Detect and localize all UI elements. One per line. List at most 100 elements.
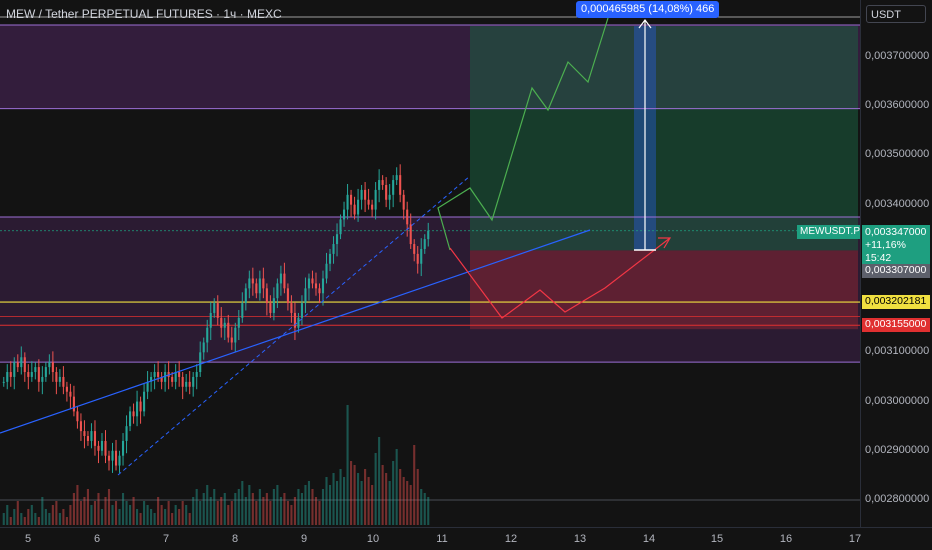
volume-bar bbox=[83, 497, 86, 525]
candle-body bbox=[220, 317, 223, 328]
candle-body bbox=[62, 376, 65, 387]
candle-body bbox=[325, 263, 328, 279]
candle-body bbox=[171, 376, 174, 382]
candle-body bbox=[118, 455, 121, 466]
volume-bar bbox=[311, 489, 314, 525]
volume-bar bbox=[51, 505, 54, 525]
volume-bar bbox=[76, 485, 79, 525]
volume-bar bbox=[413, 445, 416, 525]
time-tick-label: 11 bbox=[436, 533, 448, 545]
candle-body bbox=[402, 194, 405, 210]
symbol-title[interactable]: MEW / Tether PERPETUAL FUTURES · 1ч · ME… bbox=[6, 7, 282, 21]
ticker-label: MEWUSDT.P bbox=[797, 225, 863, 239]
candle-body bbox=[199, 352, 202, 373]
time-axis[interactable]: 5 6 7 8 9 10 11 12 13 14 15 16 17 bbox=[0, 527, 932, 550]
profit-zone bbox=[470, 26, 858, 251]
candle-body bbox=[357, 199, 360, 215]
candle-body bbox=[367, 199, 370, 205]
candle-body bbox=[178, 372, 181, 377]
volume-bar bbox=[111, 505, 114, 525]
volume-bar bbox=[20, 513, 23, 525]
candle-body bbox=[93, 431, 97, 446]
candle-body bbox=[213, 303, 216, 313]
candle-body bbox=[44, 367, 47, 377]
volume-bar bbox=[13, 509, 16, 525]
volume-bar bbox=[234, 493, 237, 525]
volume-bar bbox=[290, 505, 293, 525]
candle-body bbox=[413, 244, 416, 254]
yellow-price-badge: 0,003202181 bbox=[862, 295, 930, 309]
volume-bar bbox=[44, 509, 47, 525]
volume-bar bbox=[125, 501, 128, 525]
volume-bar bbox=[213, 489, 216, 525]
volume-bar bbox=[293, 497, 296, 525]
volume-bar bbox=[350, 461, 353, 525]
volume-bar bbox=[27, 509, 30, 525]
candle-body bbox=[13, 362, 16, 377]
candle-body bbox=[300, 303, 304, 318]
volume-bar bbox=[188, 513, 191, 525]
last-price-value: 0,003347000 bbox=[865, 226, 927, 238]
candle-body bbox=[423, 239, 426, 249]
volume-bar bbox=[328, 485, 332, 525]
currency-button[interactable]: USDT bbox=[866, 5, 926, 23]
volume-bar bbox=[23, 517, 26, 525]
volume-bar bbox=[300, 493, 304, 525]
candle-body bbox=[164, 372, 167, 382]
candle-body bbox=[427, 230, 430, 240]
gray-price-badge: 0,003307000 bbox=[862, 264, 930, 278]
candle-body bbox=[388, 194, 391, 200]
volume-bar bbox=[97, 493, 100, 525]
candle-body bbox=[318, 288, 321, 294]
candle-body bbox=[181, 376, 184, 387]
volume-bar bbox=[409, 485, 412, 525]
candle-body bbox=[209, 312, 212, 328]
volume-bar bbox=[16, 501, 19, 525]
volume-bar bbox=[216, 501, 219, 525]
time-tick-label: 5 bbox=[24, 533, 32, 545]
volume-bar bbox=[118, 509, 121, 525]
candle-body bbox=[192, 376, 195, 387]
candle-body bbox=[114, 450, 118, 466]
candle-body bbox=[353, 204, 356, 215]
candle-body bbox=[346, 194, 349, 210]
candle-body bbox=[350, 194, 353, 205]
candle-body bbox=[234, 327, 237, 343]
volume-bar bbox=[279, 497, 282, 525]
volume-bar bbox=[342, 477, 346, 525]
price-chart[interactable] bbox=[0, 0, 860, 527]
candle-body bbox=[385, 184, 388, 200]
volume-bar bbox=[143, 501, 146, 525]
candle-body bbox=[69, 391, 72, 397]
candle-body bbox=[157, 372, 160, 377]
candle-body bbox=[153, 372, 156, 377]
candle-body bbox=[48, 362, 51, 368]
time-tick-label: 15 bbox=[710, 533, 724, 545]
volume-bar bbox=[353, 465, 356, 525]
volume-bar bbox=[100, 509, 104, 525]
price-tick-label: 0,003100000 bbox=[865, 345, 930, 358]
candle-body bbox=[339, 219, 342, 235]
candle-body bbox=[37, 367, 40, 382]
volume-bar bbox=[339, 469, 342, 525]
last-price-countdown: 15:42 bbox=[865, 252, 892, 264]
volume-bar bbox=[241, 481, 244, 525]
candle-body bbox=[251, 278, 254, 284]
time-tick-label: 10 bbox=[366, 533, 380, 545]
volume-bar bbox=[146, 505, 149, 525]
volume-bar bbox=[72, 493, 75, 525]
volume-bar bbox=[132, 497, 135, 525]
volume-bar bbox=[406, 481, 409, 525]
volume-bar bbox=[371, 485, 374, 525]
candle-body bbox=[107, 455, 111, 461]
candle-body bbox=[30, 372, 33, 377]
volume-bar bbox=[420, 489, 423, 525]
volume-bar bbox=[395, 449, 398, 525]
candle-body bbox=[125, 426, 128, 441]
volume-bar bbox=[174, 505, 177, 525]
measure-arrow-head bbox=[638, 19, 652, 29]
candle-body bbox=[58, 376, 61, 382]
volume-bar bbox=[325, 477, 328, 525]
candle-body bbox=[262, 278, 265, 289]
volume-bar bbox=[416, 469, 419, 525]
